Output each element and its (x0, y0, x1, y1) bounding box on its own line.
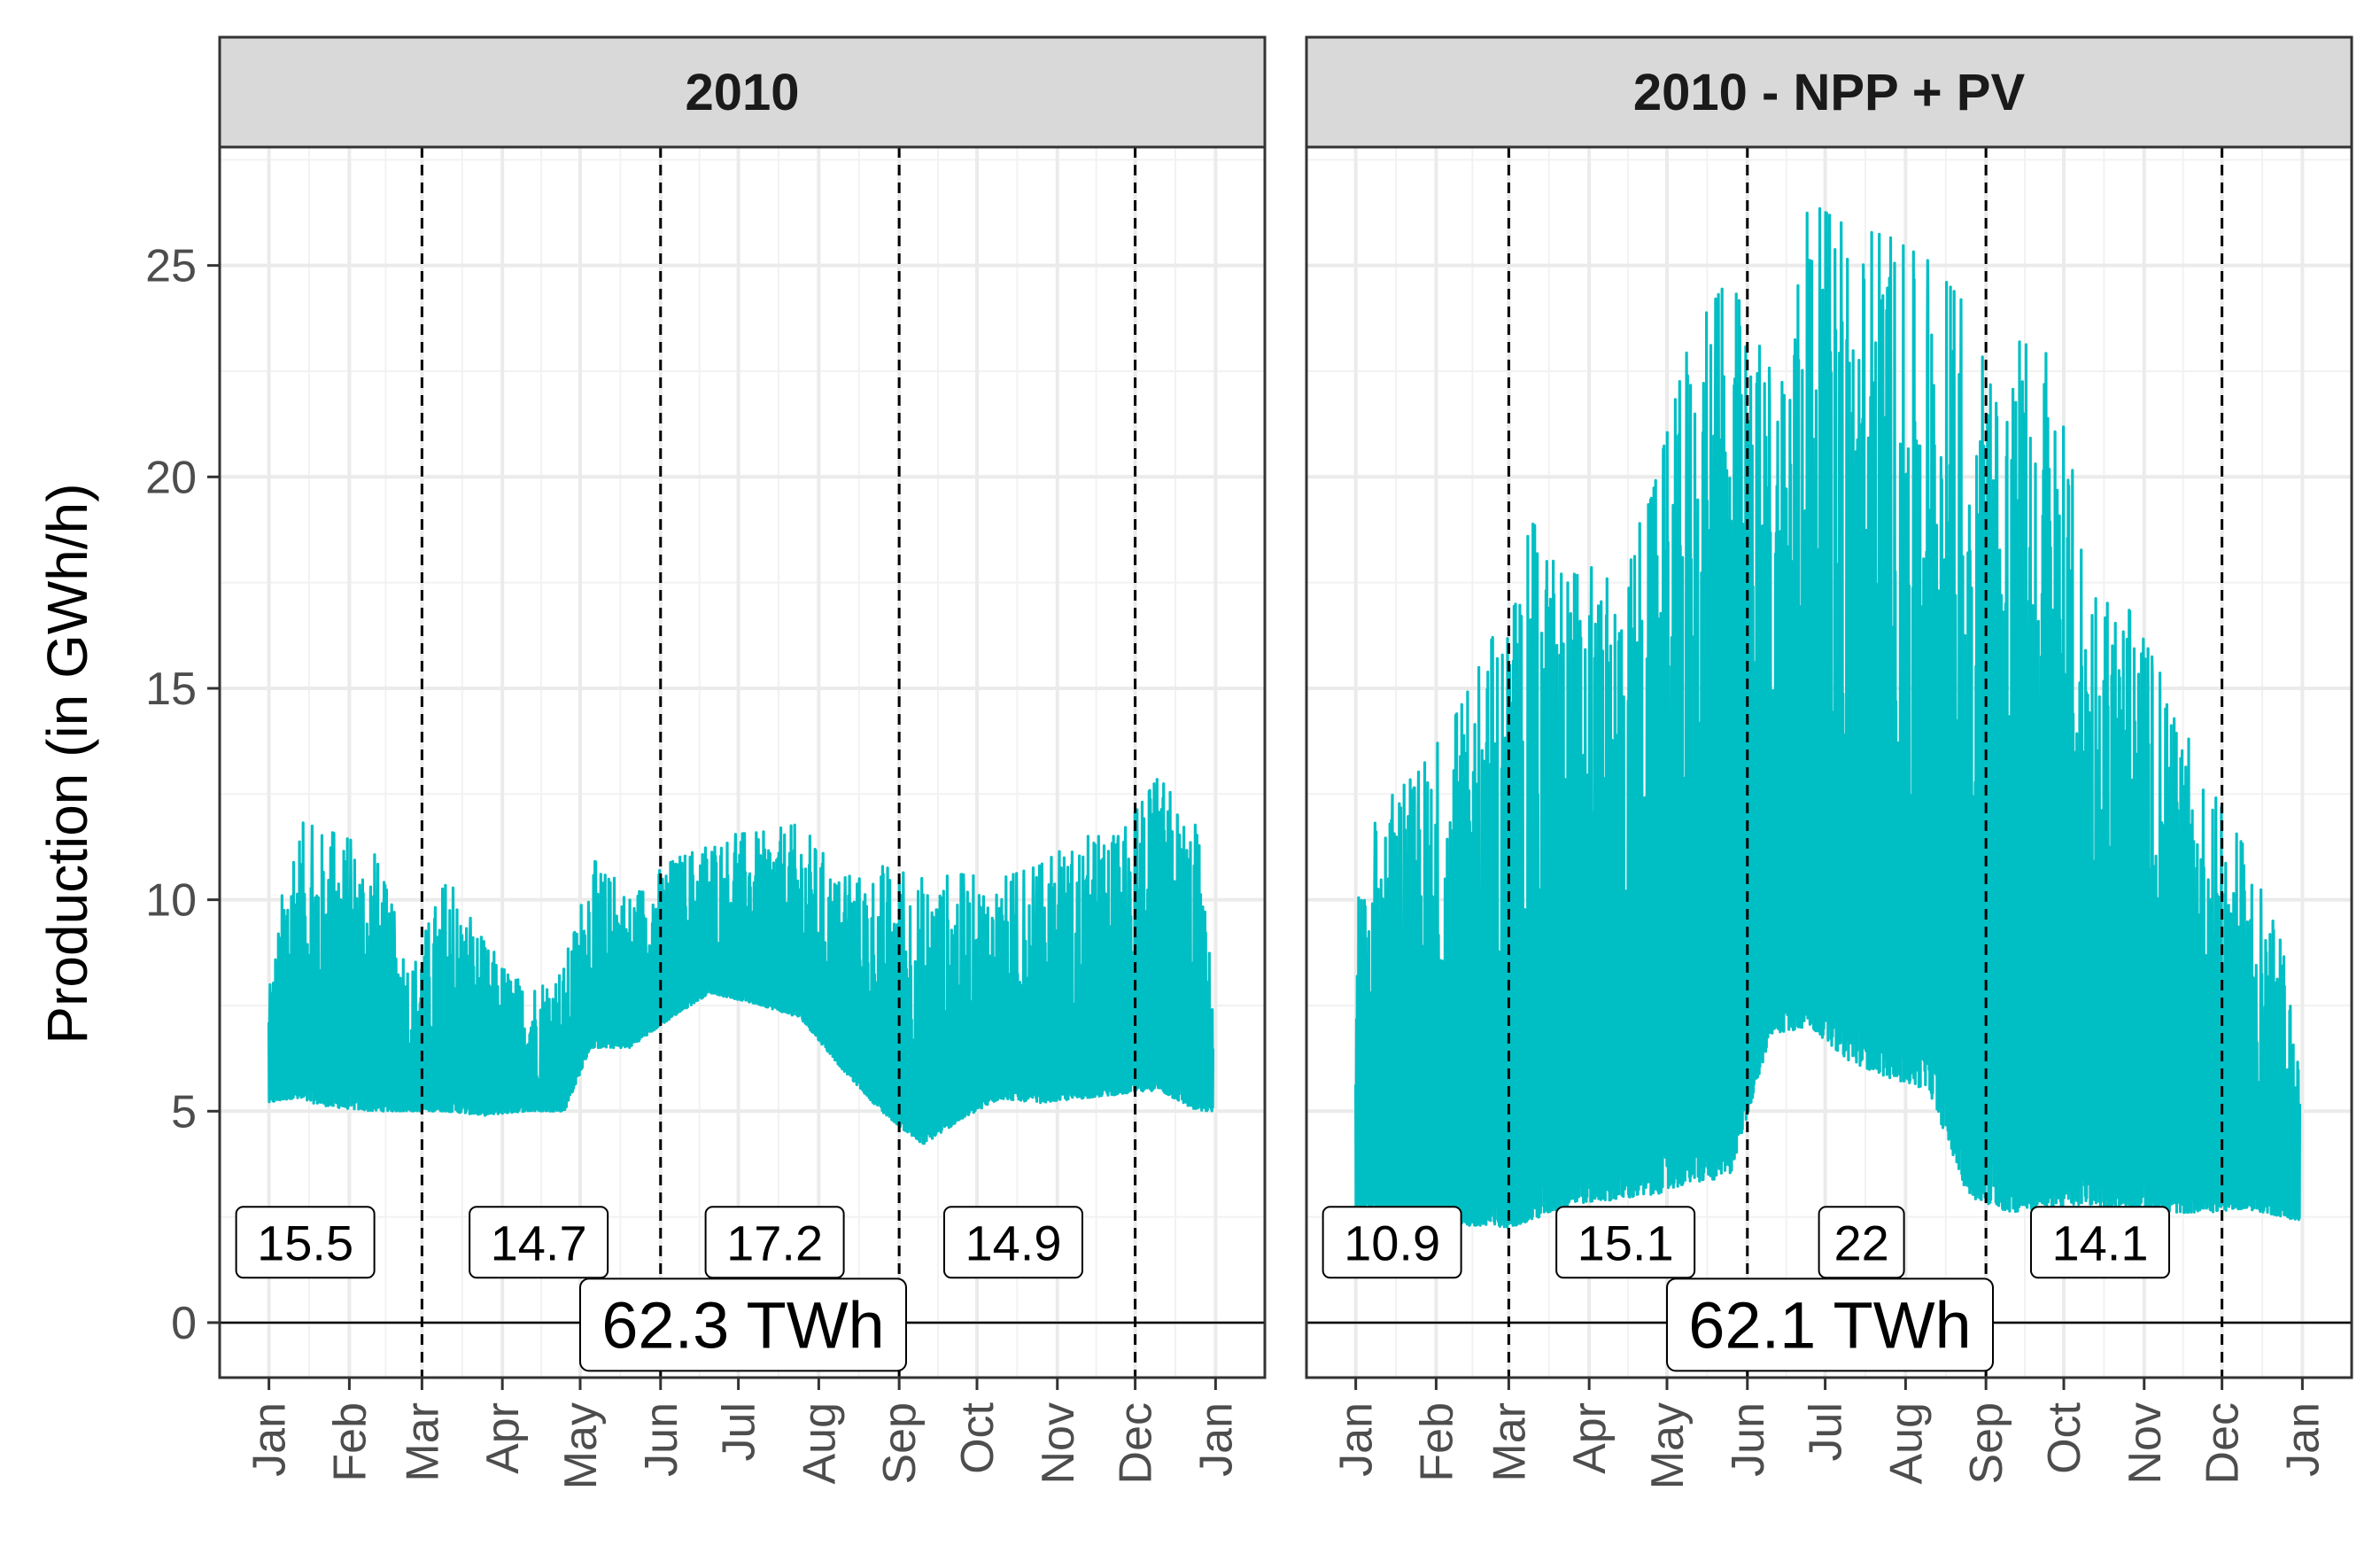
x-tick-label: Sep (874, 1402, 926, 1485)
x-tick-label: Oct (952, 1402, 1004, 1473)
panel-background (220, 147, 1265, 1378)
season-total-label: 15.5 (257, 1215, 353, 1270)
season-total-label-box (2029, 1206, 2170, 1279)
production-series-line (1354, 206, 2301, 1229)
season-total-label: 17.2 (726, 1215, 823, 1270)
y-tick-label: 25 (145, 241, 197, 292)
x-tick-label: Nov (1033, 1402, 1084, 1484)
x-tick-label: Nov (2120, 1402, 2171, 1484)
season-total-label-box (235, 1206, 376, 1279)
x-tick-label: Jul (714, 1402, 765, 1461)
annual-total-label: 62.1 TWh (1688, 1288, 1971, 1362)
y-tick-label: 15 (145, 664, 197, 715)
y-axis-title: Production (in GWh/h) (35, 483, 99, 1044)
facet-strip-title: 2010 (685, 64, 799, 121)
annual-total-label-box (579, 1277, 907, 1372)
annual-total-label: 62.3 TWh (601, 1288, 884, 1362)
x-tick-label: Sep (1961, 1402, 2012, 1485)
y-tick-label: 10 (145, 875, 197, 927)
x-tick-label: May (1642, 1402, 1694, 1489)
x-tick-label: Feb (324, 1402, 376, 1482)
x-tick-label: Jan (2277, 1402, 2329, 1477)
annual-total-label-box (1666, 1277, 1994, 1372)
season-total-label-box (1818, 1206, 1905, 1279)
season-total-label-box (469, 1206, 609, 1279)
x-tick-label: Feb (1411, 1402, 1462, 1482)
x-tick-label: May (555, 1402, 607, 1489)
x-tick-label: Jan (1331, 1402, 1383, 1477)
x-tick-label: Oct (2039, 1402, 2090, 1473)
y-tick-label: 20 (145, 452, 197, 503)
y-tick-label: 5 (171, 1086, 197, 1138)
season-total-label-box (1322, 1206, 1462, 1279)
x-tick-label: Mar (397, 1402, 448, 1482)
x-tick-label: Dec (2198, 1402, 2249, 1484)
season-total-label: 14.9 (965, 1215, 1061, 1270)
x-tick-label: Jan (244, 1402, 296, 1477)
panel-2: 10.9 15.1 22 14.1 62.1 TWh 2010 - NPP + PV Jan… (1305, 35, 2353, 1489)
x-tick-label: Mar (1484, 1402, 1535, 1482)
season-total-label-box (704, 1206, 845, 1279)
season-total-label-box (942, 1206, 1083, 1279)
facet-strip (1305, 35, 2353, 149)
x-tick-label: Dec (1111, 1402, 1162, 1484)
facet-strip-title: 2010 - NPP + PV (1633, 64, 2026, 121)
season-total-label: 15.1 (1578, 1215, 1674, 1270)
season-total-label: 14.1 (2051, 1215, 2148, 1270)
season-total-label: 10.9 (1344, 1215, 1440, 1270)
season-total-label-box (1555, 1206, 1696, 1279)
panel-1: 15.5 14.7 17.2 14.9 62.3 TWh 2010 Jan Feb Mar Apr… (218, 35, 1267, 1489)
season-total-label: 22 (1833, 1215, 1888, 1270)
x-tick-label: Jan (1190, 1402, 1242, 1477)
y-tick-label: 0 (171, 1298, 197, 1349)
x-tick-label: Apr (477, 1402, 529, 1474)
x-tick-label: Aug (1880, 1402, 1932, 1485)
x-tick-label: Aug (794, 1402, 845, 1485)
x-tick-label: Jul (1801, 1402, 1852, 1461)
production-series-line (267, 778, 1214, 1145)
season-total-label: 14.7 (491, 1215, 587, 1270)
x-tick-label: Apr (1564, 1402, 1616, 1474)
x-tick-label: Jun (636, 1402, 687, 1477)
x-tick-label: Jun (1723, 1402, 1774, 1477)
facet-strip (218, 35, 1267, 149)
